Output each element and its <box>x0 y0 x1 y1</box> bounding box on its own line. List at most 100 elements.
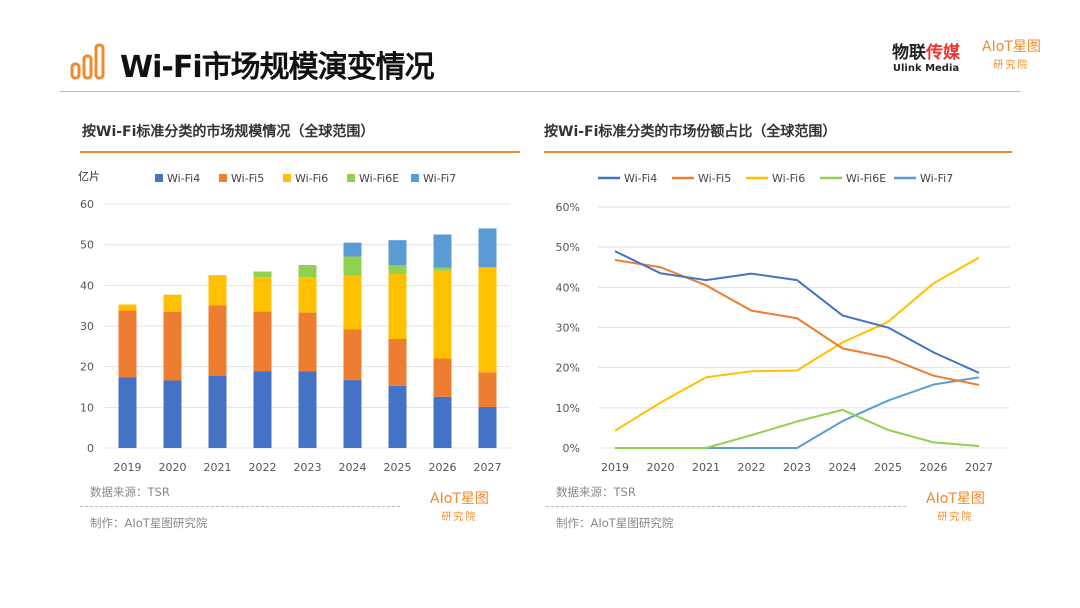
aiot-logo-text: AIoT星图 <box>926 491 985 507</box>
bar-wi-fi6-2027 <box>478 267 497 373</box>
logo-text-red: 传媒 <box>926 43 960 63</box>
bar-wi-fi7-2025 <box>388 240 407 265</box>
right-divider <box>544 151 1012 153</box>
right-maker: 制作：AIoT星图研究院 <box>556 516 674 530</box>
x-tick-label: 2020 <box>159 461 187 474</box>
bar-wi-fi7-2024 <box>343 242 362 257</box>
x-tick-label: 2021 <box>692 461 720 474</box>
header-divider <box>60 91 1020 92</box>
bar-wi-fi6e-2027 <box>478 267 497 268</box>
bar-wi-fi5-2025 <box>388 339 407 386</box>
legend-label: Wi-Fi5 <box>698 172 731 185</box>
bar-wi-fi6-2024 <box>343 275 362 330</box>
bar-wi-fi5-2023 <box>298 312 317 372</box>
bar-wi-fi5-2024 <box>343 329 362 381</box>
bar-wi-fi5-2022 <box>253 311 272 372</box>
bar-wi-fi4-2021 <box>208 375 227 448</box>
bar-wi-fi4-2023 <box>298 371 317 448</box>
bar-wi-fi6-2026 <box>433 270 452 359</box>
legend-swatch <box>155 174 163 182</box>
legend-label: Wi-Fi6E <box>846 172 886 185</box>
logo-text: 物联 <box>892 43 926 63</box>
x-tick-label: 2027 <box>965 461 993 474</box>
x-tick-label: 2019 <box>114 461 142 474</box>
line-wi-fi5 <box>614 259 980 386</box>
bar-wi-fi5-2021 <box>208 305 227 376</box>
bar-wi-fi5-2020 <box>163 311 182 381</box>
y-tick-label: 10 <box>80 401 94 414</box>
bar-wi-fi6e-2023 <box>298 265 317 278</box>
bar-chart-logo-icon <box>70 43 105 80</box>
aiot-logo: AIoT星图 研究院 <box>982 36 1041 71</box>
line-wi-fi4 <box>614 250 980 374</box>
legend-label: Wi-Fi6 <box>772 172 805 185</box>
bar-wi-fi4-2022 <box>253 371 272 448</box>
bar-wi-fi6e-2022 <box>253 271 272 278</box>
bar-wi-fi6-2023 <box>298 277 317 313</box>
bar-wi-fi4-2024 <box>343 380 362 448</box>
x-tick-label: 2023 <box>294 461 322 474</box>
y-tick-label: 30 <box>80 320 94 333</box>
line-wi-fi6 <box>614 256 980 432</box>
bar-wi-fi5-2027 <box>478 372 497 407</box>
bar-wi-fi7-2027 <box>478 228 497 268</box>
legend-swatch <box>283 174 291 182</box>
y-tick-label: 60% <box>556 201 580 214</box>
bar-wi-fi5-2019 <box>118 310 137 378</box>
line-chart: Wi-Fi4 Wi-Fi5 Wi-Fi6 Wi-Fi6E Wi-Fi7 0% 10% 20% 3… <box>556 172 1010 474</box>
right-source: 数据来源：TSR <box>556 485 636 499</box>
page-title: Wi-Fi市场规模演变情况 <box>120 50 435 85</box>
legend-label: Wi-Fi5 <box>231 172 264 185</box>
right-dash <box>546 506 906 507</box>
x-tick-label: 2026 <box>429 461 457 474</box>
legend-label: Wi-Fi7 <box>423 172 456 185</box>
bar-wi-fi6-2021 <box>208 275 227 306</box>
bar-wi-fi7-2026 <box>433 234 452 268</box>
line-wi-fi7 <box>615 376 980 449</box>
bar-wi-fi4-2019 <box>118 377 137 448</box>
legend-label: Wi-Fi6 <box>295 172 328 185</box>
left-chart-subtitle: 按Wi-Fi标准分类的市场规模情况（全球范围） <box>82 124 375 140</box>
aiot-logo-sub: 研究院 <box>937 512 974 523</box>
logo-en: Ulink Media <box>892 63 960 74</box>
y-tick-label: 40% <box>556 281 580 294</box>
y-tick-label: 10% <box>556 402 580 415</box>
bar-wi-fi4-2020 <box>163 380 182 448</box>
x-tick-label: 2020 <box>647 461 675 474</box>
bar-wi-fi6e-2024 <box>343 256 362 276</box>
bar-wi-fi4-2027 <box>478 406 497 448</box>
x-tick-label: 2027 <box>474 461 502 474</box>
x-tick-label: 2024 <box>339 461 367 474</box>
legend-label: Wi-Fi4 <box>167 172 200 185</box>
y-tick-label: 60 <box>80 198 94 211</box>
stacked-bar-chart: 亿片 Wi-Fi4 Wi-Fi5 Wi-Fi6 Wi-Fi6E Wi-Fi7 0 10 20 30… <box>78 170 510 474</box>
x-tick-label: 2023 <box>783 461 811 474</box>
left-divider <box>80 151 520 153</box>
y-tick-label: 50 <box>80 239 94 252</box>
bar-wi-fi6e-2025 <box>388 265 407 274</box>
y-tick-label: 20 <box>80 361 94 374</box>
y-tick-label: 30% <box>556 322 580 335</box>
x-tick-label: 2026 <box>920 461 948 474</box>
right-chart-subtitle: 按Wi-Fi标准分类的市场份额占比（全球范围） <box>544 124 837 140</box>
left-maker: 制作：AIoT星图研究院 <box>90 516 208 530</box>
bar-wi-fi4-2026 <box>433 396 452 448</box>
legend-swatch <box>347 174 355 182</box>
legend-label: Wi-Fi6E <box>359 172 399 185</box>
legend-swatch <box>411 174 419 182</box>
aiot-logo-sub: 研究院 <box>993 60 1030 71</box>
y-tick-label: 20% <box>556 362 580 375</box>
x-tick-label: 2024 <box>829 461 857 474</box>
left-dash <box>80 506 400 507</box>
bar-wi-fi4-2025 <box>388 385 407 448</box>
legend-label: Wi-Fi7 <box>920 172 953 185</box>
aiot-logo-text: AIoT星图 <box>982 39 1041 55</box>
y-tick-label: 0 <box>87 442 94 455</box>
y-tick-label: 40 <box>80 279 94 292</box>
bar-wi-fi6-2020 <box>163 294 182 312</box>
x-tick-label: 2025 <box>384 461 412 474</box>
legend-swatch <box>219 174 227 182</box>
legend-label: Wi-Fi4 <box>624 172 657 185</box>
bar-wi-fi6-2019 <box>118 304 137 311</box>
